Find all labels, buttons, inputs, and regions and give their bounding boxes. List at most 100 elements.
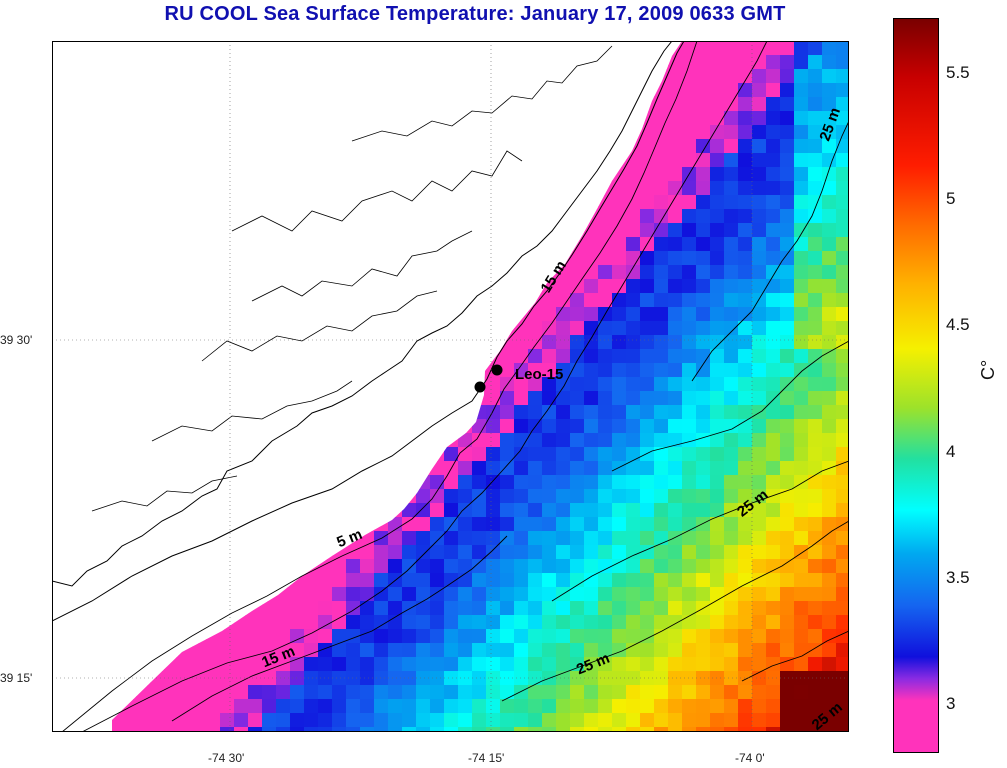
sst-cell bbox=[472, 699, 487, 714]
sst-cell bbox=[682, 587, 697, 602]
sst-cell bbox=[808, 573, 823, 588]
sst-cell bbox=[710, 349, 725, 364]
sst-cell bbox=[472, 629, 487, 644]
sst-cell bbox=[696, 41, 711, 56]
sst-cell bbox=[654, 307, 669, 322]
sst-cell bbox=[612, 349, 627, 364]
sst-cell bbox=[444, 545, 459, 560]
sst-cell bbox=[766, 55, 781, 70]
sst-cell bbox=[696, 153, 711, 168]
sst-cell bbox=[528, 629, 543, 644]
sst-cell bbox=[808, 517, 823, 532]
sst-cell bbox=[276, 629, 291, 644]
sst-cell bbox=[654, 517, 669, 532]
sst-cell bbox=[374, 671, 389, 686]
sst-cell bbox=[640, 559, 655, 574]
sst-cell bbox=[794, 559, 809, 574]
sst-cell bbox=[640, 587, 655, 602]
sst-cell bbox=[444, 489, 459, 504]
sst-cell bbox=[220, 685, 235, 700]
sst-cell bbox=[724, 223, 739, 238]
sst-cell bbox=[556, 335, 571, 350]
sst-cell bbox=[528, 349, 543, 364]
sst-cell bbox=[612, 517, 627, 532]
sst-cell bbox=[458, 461, 473, 476]
coastline bbox=[52, 41, 673, 587]
sst-cell bbox=[360, 699, 375, 714]
sst-cell bbox=[822, 447, 837, 462]
sst-cell bbox=[556, 545, 571, 560]
sst-cell bbox=[598, 517, 613, 532]
sst-cell bbox=[724, 657, 739, 672]
sst-cell bbox=[682, 153, 697, 168]
sst-cell bbox=[752, 167, 767, 182]
sst-cell bbox=[360, 573, 375, 588]
sst-cell bbox=[710, 293, 725, 308]
sst-cell bbox=[304, 699, 319, 714]
sst-cell bbox=[234, 713, 249, 728]
sst-cell bbox=[556, 391, 571, 406]
sst-cell bbox=[248, 699, 263, 714]
sst-cell bbox=[668, 531, 683, 546]
sst-cell bbox=[598, 363, 613, 378]
sst-cell bbox=[332, 559, 347, 574]
sst-cell bbox=[682, 293, 697, 308]
sst-cell bbox=[668, 363, 683, 378]
sst-cell bbox=[430, 685, 445, 700]
sst-cell bbox=[416, 573, 431, 588]
sst-cell bbox=[738, 391, 753, 406]
sst-cell bbox=[626, 153, 641, 168]
sst-cell bbox=[710, 545, 725, 560]
sst-cell bbox=[752, 559, 767, 574]
sst-cell bbox=[318, 629, 333, 644]
contour-25m-a bbox=[501, 520, 849, 702]
sst-cell bbox=[640, 307, 655, 322]
sst-cell bbox=[486, 517, 501, 532]
sst-cell bbox=[654, 139, 669, 154]
sst-cell bbox=[752, 629, 767, 644]
sst-cell bbox=[710, 601, 725, 616]
sst-cell bbox=[724, 111, 739, 126]
sst-cell bbox=[654, 685, 669, 700]
sst-cell bbox=[528, 587, 543, 602]
sst-cell bbox=[640, 713, 655, 728]
sst-cell bbox=[710, 503, 725, 518]
sst-cell bbox=[822, 587, 837, 602]
sst-cell bbox=[626, 587, 641, 602]
sst-cell bbox=[724, 699, 739, 714]
sst-cell bbox=[836, 433, 849, 448]
sst-cell bbox=[738, 97, 753, 112]
sst-cell bbox=[458, 517, 473, 532]
sst-cell bbox=[542, 587, 557, 602]
sst-cell bbox=[220, 629, 235, 644]
sst-cell bbox=[444, 699, 459, 714]
sst-cell bbox=[430, 545, 445, 560]
sst-cell bbox=[290, 643, 305, 658]
sst-cell bbox=[794, 83, 809, 98]
sst-cell bbox=[836, 559, 849, 574]
sst-cell bbox=[164, 727, 179, 732]
sst-cell bbox=[542, 307, 557, 322]
sst-cell bbox=[710, 573, 725, 588]
sst-cell bbox=[472, 657, 487, 672]
sst-cell bbox=[626, 643, 641, 658]
sst-cell bbox=[808, 279, 823, 294]
sst-cell bbox=[822, 265, 837, 280]
sst-cell bbox=[654, 699, 669, 714]
sst-cell bbox=[318, 713, 333, 728]
sst-cell bbox=[822, 293, 837, 308]
sst-cell bbox=[682, 727, 697, 732]
sst-cell bbox=[710, 517, 725, 532]
contour-25m-c bbox=[691, 120, 849, 382]
sst-cell bbox=[612, 181, 627, 196]
sst-cell bbox=[584, 699, 599, 714]
sst-cell bbox=[360, 713, 375, 728]
sst-cell bbox=[724, 307, 739, 322]
sst-cell bbox=[486, 685, 501, 700]
sst-cell bbox=[724, 41, 739, 56]
sst-cell bbox=[668, 195, 683, 210]
sst-cell bbox=[360, 601, 375, 616]
sst-cell bbox=[752, 237, 767, 252]
sst-cell bbox=[654, 615, 669, 630]
sst-cell bbox=[304, 615, 319, 630]
